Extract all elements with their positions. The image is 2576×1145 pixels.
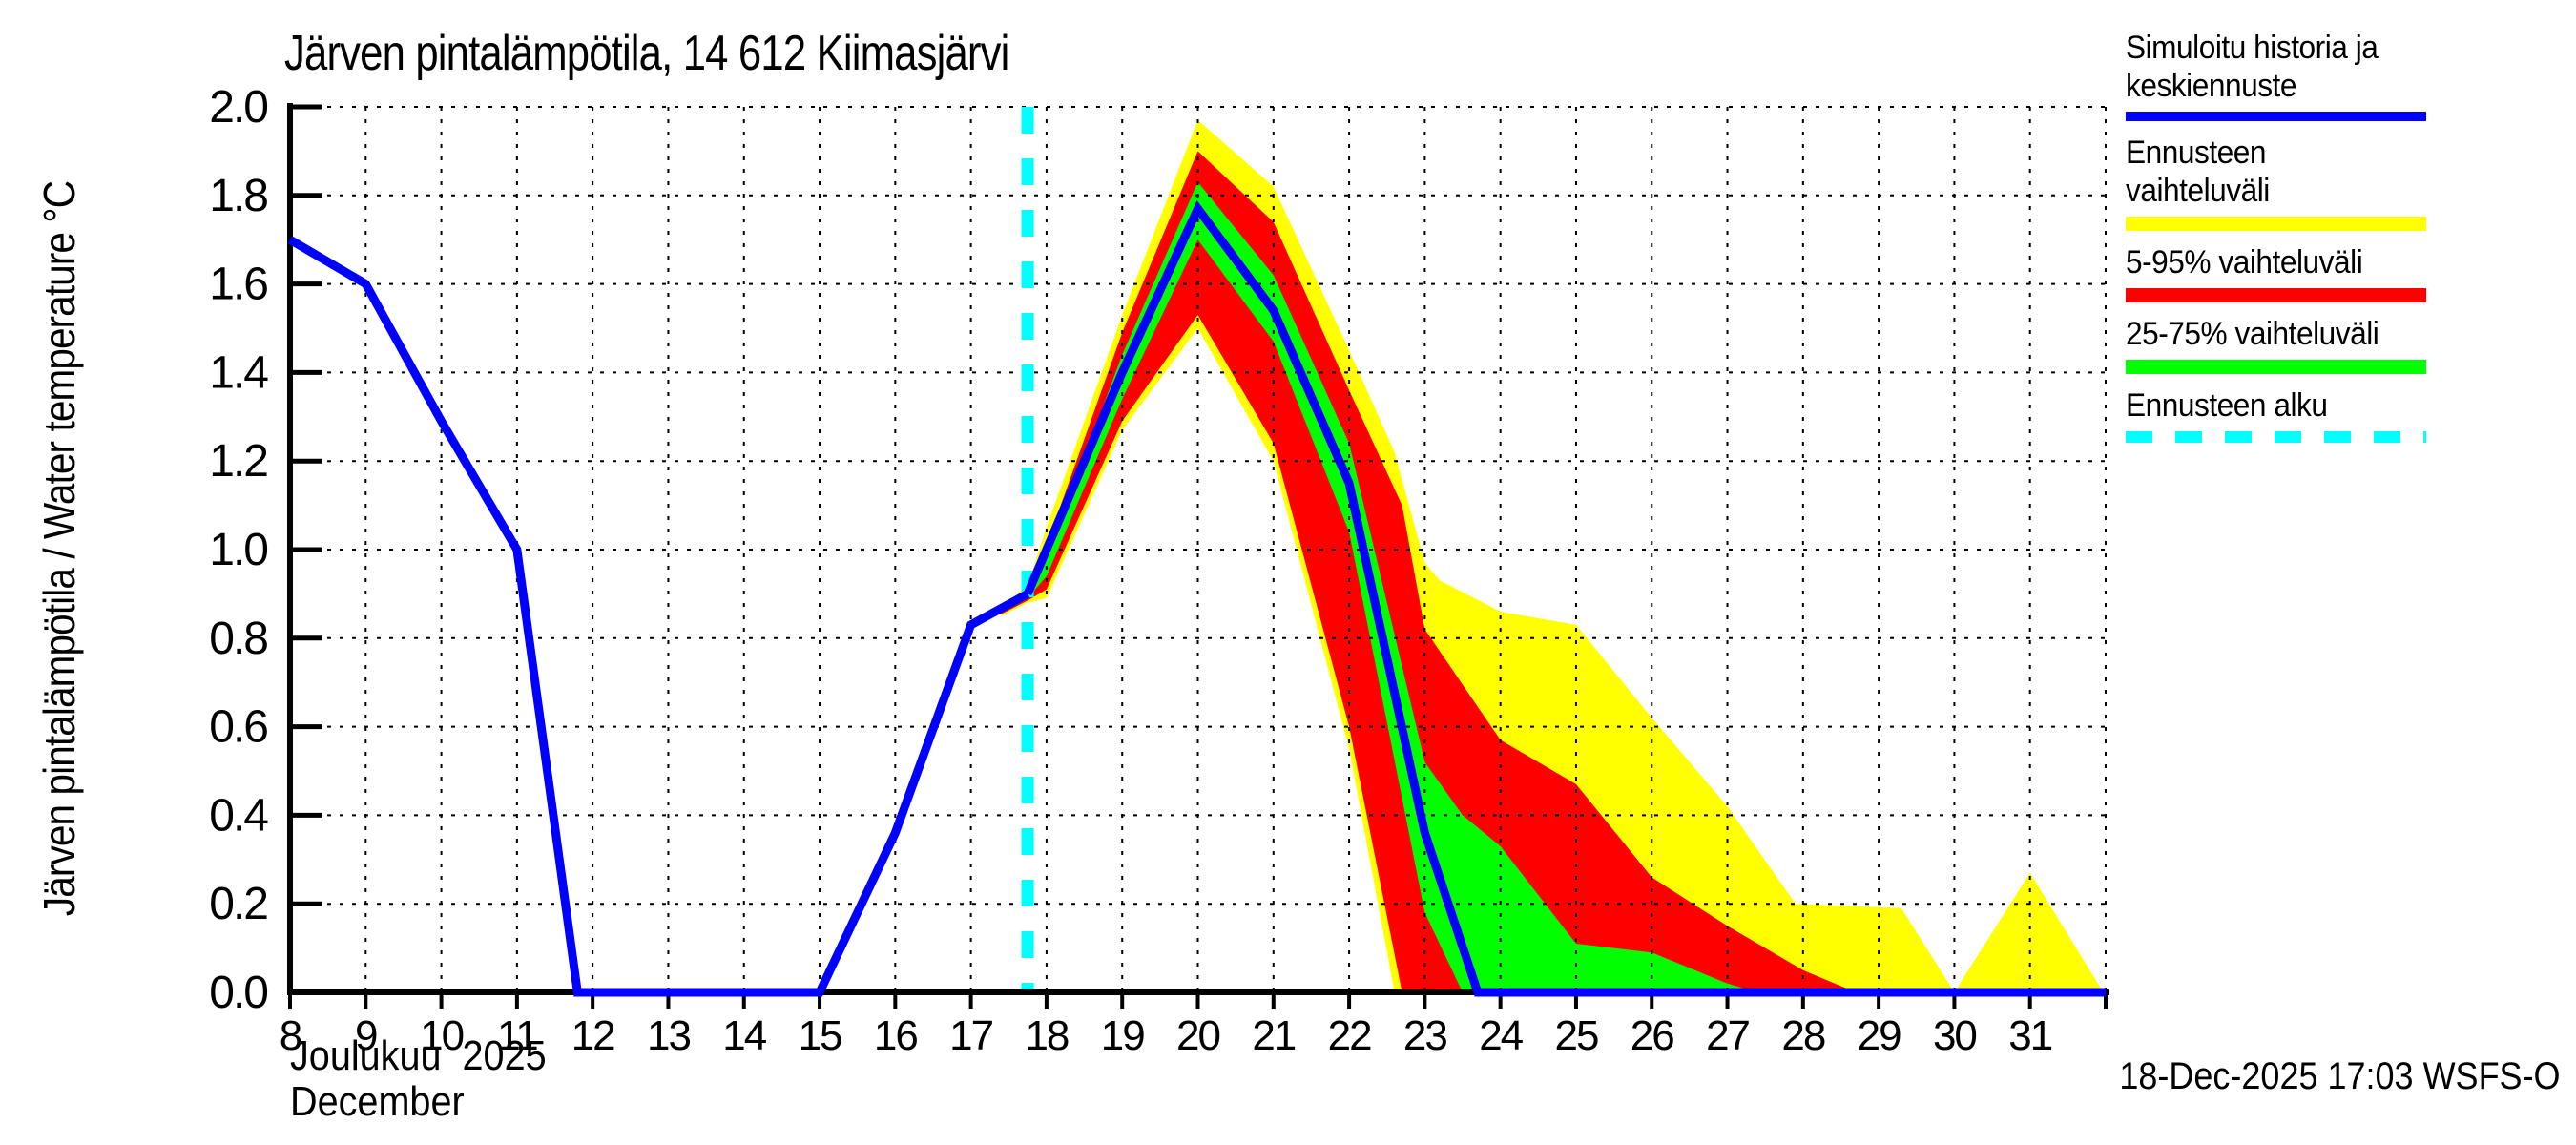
legend-label: 5-95% vaihteluväli — [2126, 244, 2363, 281]
generation-timestamp: 18-Dec-2025 17:03 WSFS-O — [2119, 1055, 2561, 1097]
legend-label: Ennusteen alku — [2126, 387, 2328, 424]
legend-swatch-green-line — [2126, 360, 2426, 374]
x-tick-label: 22 — [1328, 1012, 1371, 1059]
history-line — [287, 236, 1030, 997]
x-tick-label: 29 — [1858, 1012, 1901, 1059]
band-5-95-area — [1001, 151, 2106, 992]
y-tick-label: 0.8 — [209, 614, 267, 664]
x-axis-month-label-finnish: Joulukuu 2025 — [290, 1032, 547, 1079]
y-tick-label: 1.8 — [209, 171, 267, 221]
chart-title: Järven pintalämpötila, 14 612 Kiimasjärv… — [284, 26, 1009, 81]
x-tick-label: 18 — [1025, 1012, 1068, 1059]
y-tick-label: 0.0 — [209, 968, 267, 1018]
x-tick-label: 28 — [1781, 1012, 1824, 1059]
legend-label: 25-75% vaihteluväli — [2126, 316, 2379, 352]
median-forecast-line — [1023, 199, 2106, 997]
x-tick-label: 9 — [355, 1012, 377, 1059]
y-tick-label: 1.0 — [209, 525, 267, 575]
y-tick-label: 2.0 — [209, 82, 267, 133]
x-tick-label: 21 — [1252, 1012, 1295, 1059]
y-tick-label: 1.4 — [209, 347, 268, 398]
x-tick-label: 12 — [571, 1012, 614, 1059]
legend-item-forecast-range: Ennusteen vaihteluväli — [2126, 134, 2433, 231]
x-tick-label: 26 — [1631, 1012, 1673, 1059]
x-tick-label: 15 — [799, 1012, 841, 1059]
x-tick-label: 14 — [722, 1012, 766, 1059]
grid-layer — [290, 106, 2107, 992]
legend-swatch-blue-line — [2126, 112, 2426, 121]
forecast-bands-layer — [1001, 119, 2106, 993]
legend-item-5-95-range: 5-95% vaihteluväli — [2126, 243, 2433, 302]
y-tick-labels: 0.0 0.2 0.4 0.6 0.8 1.0 1.2 1.4 1.6 1.8 2.0 — [209, 82, 270, 1018]
x-axis-month-label-english: December — [290, 1078, 465, 1125]
y-tick-label: 0.4 — [209, 790, 268, 841]
x-tick-label: 19 — [1101, 1012, 1144, 1059]
x-tick-label: 31 — [2008, 1012, 2051, 1059]
legend: Simuloitu historia ja keskiennuste Ennus… — [2126, 29, 2433, 455]
y-tick-label: 1.2 — [209, 436, 267, 487]
x-tick-label: 16 — [874, 1012, 917, 1059]
x-tick-label: 27 — [1706, 1012, 1749, 1059]
x-tick-labels: 8 9 10 11 12 13 14 15 16 17 18 19 20 21 22 23 24 25 26 27 28… — [280, 1012, 2054, 1059]
legend-item-simulated-history: Simuloitu historia ja keskiennuste — [2126, 29, 2433, 121]
legend-item-25-75-range: 25-75% vaihteluväli — [2126, 315, 2433, 374]
y-tick-label: 0.6 — [209, 702, 267, 753]
legend-swatch-cyan-dashed-line — [2126, 431, 2426, 443]
legend-label: Ennusteen vaihteluväli — [2126, 135, 2270, 209]
blue-lines-layer — [287, 199, 2106, 997]
x-tick-label: 20 — [1176, 1012, 1219, 1059]
x-tick-label: 10 — [420, 1012, 463, 1059]
y-axis-label: Järven pintalämpötila / Water temperatur… — [34, 180, 84, 917]
x-tick-label: 24 — [1479, 1012, 1523, 1059]
x-tick-label: 8 — [280, 1012, 301, 1059]
x-tick-label: 25 — [1554, 1012, 1597, 1059]
x-tick-label: 13 — [647, 1012, 690, 1059]
y-tick-label: 0.2 — [209, 879, 267, 929]
x-tick-label: 30 — [1933, 1012, 1976, 1059]
x-tick-label: 11 — [497, 1012, 537, 1059]
legend-swatch-red-line — [2126, 288, 2426, 302]
legend-label: Simuloitu historia ja keskiennuste — [2126, 30, 2379, 104]
legend-swatch-yellow-line — [2126, 217, 2426, 231]
y-tick-label: 1.6 — [209, 260, 267, 310]
x-tick-label: 17 — [949, 1012, 992, 1059]
x-tick-label: 23 — [1403, 1012, 1446, 1059]
legend-item-forecast-start: Ennusteen alku — [2126, 386, 2433, 443]
